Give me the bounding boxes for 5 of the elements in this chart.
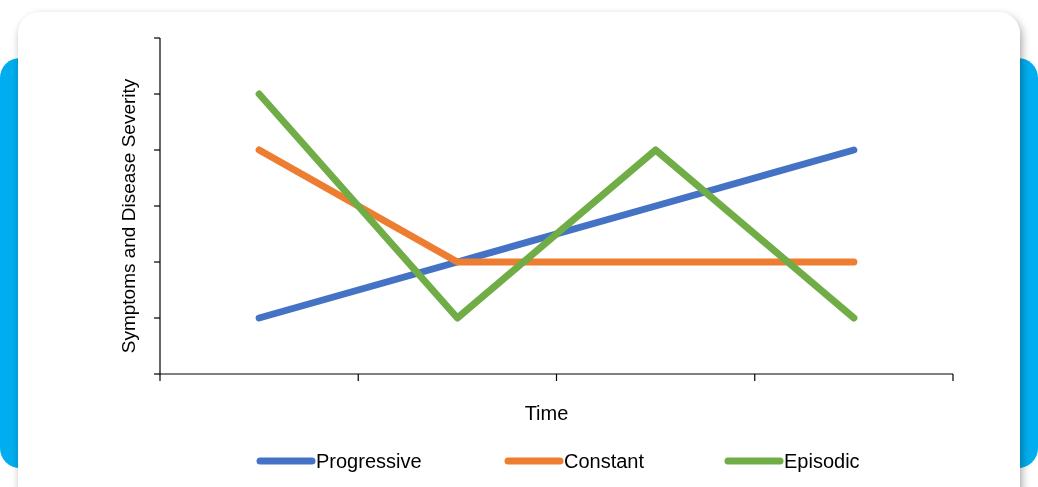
x-axis-title: Time	[524, 402, 569, 424]
legend-label: Constant	[564, 450, 645, 472]
legend-label: Progressive	[316, 450, 422, 472]
legend-label: Episodic	[784, 450, 860, 472]
y-axis-title: Symptoms and Disease Severity	[118, 78, 139, 354]
